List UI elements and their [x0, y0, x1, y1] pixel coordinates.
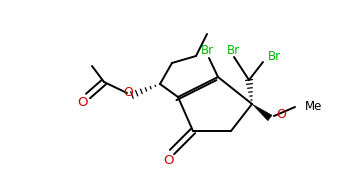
Polygon shape — [252, 104, 272, 121]
Text: O: O — [163, 154, 173, 167]
Text: O: O — [123, 85, 133, 98]
Text: Br: Br — [227, 43, 240, 57]
Text: Br: Br — [268, 51, 281, 63]
Text: Me: Me — [305, 101, 322, 113]
Text: O: O — [276, 108, 286, 121]
Text: Br: Br — [200, 44, 213, 57]
Text: O: O — [78, 97, 88, 110]
